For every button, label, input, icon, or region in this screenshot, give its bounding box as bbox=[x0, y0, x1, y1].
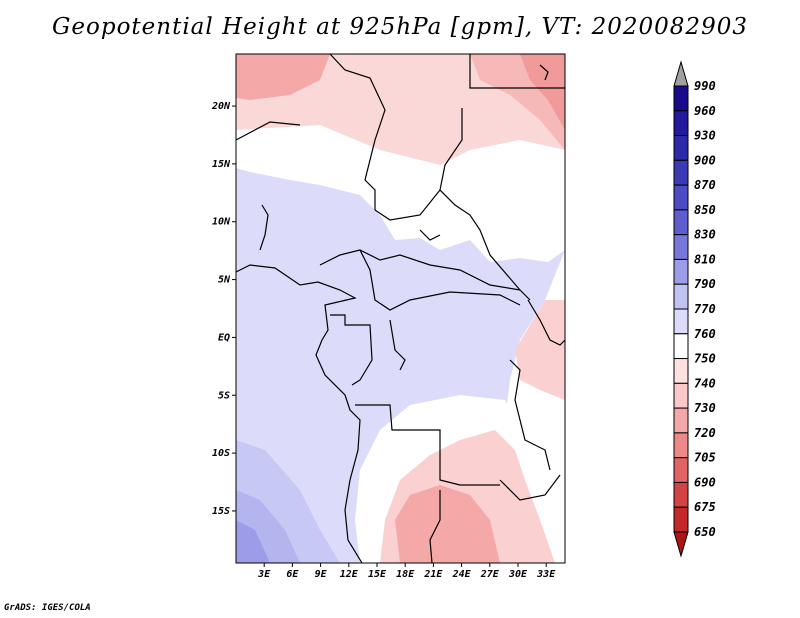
border-6 bbox=[359, 249, 521, 291]
border-12 bbox=[499, 474, 561, 501]
border-4 bbox=[439, 108, 531, 301]
lon-tick-label: 3E bbox=[257, 569, 271, 580]
colorbar-swatch bbox=[673, 382, 689, 409]
border-17 bbox=[539, 64, 549, 81]
colorbar-level-label: 870 bbox=[694, 178, 716, 192]
colorbar-level-label: 690 bbox=[694, 475, 716, 489]
lat-tick-label: 5N bbox=[218, 275, 231, 286]
border-13 bbox=[509, 359, 551, 471]
colorbar-level-label: 675 bbox=[694, 500, 716, 514]
border-15 bbox=[419, 229, 441, 241]
colorbar-swatch bbox=[673, 85, 689, 112]
colorbar-level-label: 830 bbox=[694, 228, 716, 242]
field-sw-blue3 bbox=[236, 520, 270, 563]
field-sahel-white bbox=[236, 125, 565, 262]
colorbar-level-label: 740 bbox=[694, 376, 716, 390]
colorbar-level-label: 930 bbox=[694, 129, 716, 143]
colorbar-level-label: 650 bbox=[694, 525, 716, 539]
border-3 bbox=[469, 54, 565, 89]
colorbar-top-arrow bbox=[673, 60, 689, 87]
border-10 bbox=[355, 404, 500, 486]
chart-title: Geopotential Height at 925hPa [gpm], VT:… bbox=[52, 14, 748, 40]
height-field bbox=[236, 54, 565, 563]
grads-credit: GrADS: IGES/COLA bbox=[4, 603, 91, 613]
border-16 bbox=[259, 204, 269, 251]
colorbar-level-label: 750 bbox=[694, 352, 716, 366]
colorbar-swatch bbox=[673, 283, 689, 310]
coastline bbox=[236, 264, 363, 563]
colorbar-level-label: 960 bbox=[694, 104, 716, 118]
colorbar: 990 960 930 900 870 850 830 810 790 770 760 750 740 7… bbox=[673, 60, 716, 558]
lon-tick-label: 9E bbox=[315, 569, 328, 580]
colorbar-level-label: 810 bbox=[694, 252, 716, 266]
lon-tick-label: 18E bbox=[396, 569, 415, 580]
lat-tick-label: 10S bbox=[212, 448, 230, 459]
lon-tick-label: 6E bbox=[286, 569, 299, 580]
colorbar-swatch bbox=[673, 110, 689, 137]
colorbar-swatch bbox=[673, 481, 689, 508]
lon-tick-label: 33E bbox=[536, 569, 556, 580]
border-9 bbox=[389, 319, 406, 371]
colorbar-swatch bbox=[673, 159, 689, 186]
colorbar-level-label: 850 bbox=[694, 203, 716, 217]
lat-tick-label: 10N bbox=[212, 217, 231, 228]
lat-tick-label: 20N bbox=[211, 101, 231, 112]
colorbar-swatch bbox=[673, 258, 689, 285]
colorbar-swatch bbox=[673, 234, 689, 260]
lon-tick-label: 21E bbox=[423, 569, 443, 580]
border-2 bbox=[236, 121, 301, 141]
colorbar-swatch bbox=[673, 506, 689, 533]
lon-tick-label: 15E bbox=[368, 569, 387, 580]
colorbar-level-label: 730 bbox=[694, 401, 716, 415]
longitude-axis: 3E 6E 9E 12E 15E 18E 21E 24E 27E 30E 33E bbox=[257, 563, 556, 580]
border-1 bbox=[329, 54, 386, 210]
lon-tick-label: 12E bbox=[340, 569, 359, 580]
field-ne-dark bbox=[520, 54, 565, 130]
colorbar-swatch bbox=[673, 135, 689, 161]
colorbar-swatch bbox=[673, 308, 689, 335]
border-11 bbox=[429, 490, 441, 563]
border-5 bbox=[374, 189, 441, 221]
lon-tick-label: 27E bbox=[480, 569, 500, 580]
colorbar-level-label: 760 bbox=[694, 327, 716, 341]
map-frame bbox=[235, 53, 566, 564]
colorbar-level-label: 770 bbox=[694, 302, 716, 316]
colorbar-level-label: 900 bbox=[694, 153, 716, 167]
field-nw-red bbox=[236, 54, 330, 100]
lon-tick-label: 24E bbox=[452, 569, 472, 580]
lat-tick-label: EQ bbox=[218, 332, 230, 343]
field-lakes-pink bbox=[515, 300, 565, 400]
colorbar-swatch bbox=[673, 209, 689, 236]
colorbar-bottom-arrow bbox=[673, 531, 689, 558]
colorbar-swatch bbox=[673, 333, 689, 360]
boundaries bbox=[236, 54, 565, 563]
colorbar-swatch bbox=[673, 432, 689, 459]
latitude-axis: 20N 15N 10N 5N EQ 5S 10S 15S bbox=[211, 101, 236, 517]
lat-tick-label: 15N bbox=[212, 159, 231, 170]
colorbar-swatch bbox=[673, 457, 689, 483]
border-8 bbox=[330, 314, 373, 386]
border-14 bbox=[527, 299, 565, 346]
lat-tick-label: 15S bbox=[212, 506, 230, 517]
colorbar-swatch bbox=[673, 358, 689, 384]
colorbar-level-label: 705 bbox=[694, 451, 716, 465]
border-7 bbox=[319, 249, 521, 311]
colorbar-level-label: 720 bbox=[694, 426, 716, 440]
colorbar-level-label: 990 bbox=[694, 79, 716, 93]
lon-tick-label: 30E bbox=[508, 569, 528, 580]
lat-tick-label: 5S bbox=[218, 390, 230, 401]
colorbar-level-label: 790 bbox=[694, 277, 716, 291]
colorbar-swatch bbox=[673, 184, 689, 211]
field-south-red bbox=[395, 485, 500, 563]
colorbar-swatch bbox=[673, 407, 689, 434]
